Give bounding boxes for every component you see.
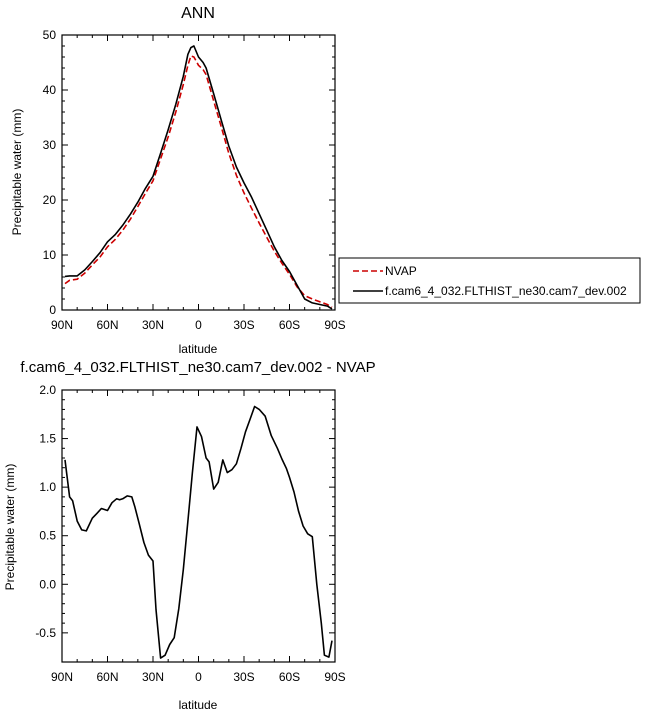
x-tick-label: 90N: [51, 318, 73, 332]
y-tick-label: 10: [43, 248, 57, 262]
x-tick-label: 0: [195, 318, 202, 332]
y-tick-label: 50: [43, 28, 57, 42]
top-x-axis-label: latitude: [179, 342, 218, 356]
x-tick-label: 30N: [142, 670, 164, 684]
x-tick-label: 30S: [233, 318, 254, 332]
top-y-axis-label: Precipitable water (mm): [10, 109, 24, 236]
y-tick-label: 0.0: [39, 577, 56, 591]
y-tick-label: 20: [43, 193, 57, 207]
top-chart-title: ANN: [181, 5, 215, 22]
legend: NVAP f.cam6_4_032.FLTHIST_ne30.cam7_dev.…: [338, 257, 641, 304]
bottom-x-ticks: 90N 60N 30N 0 30S 60S 90S: [51, 390, 346, 684]
bottom-y-ticks: -0.5 0.0 0.5 1.0 1.5 2.0: [35, 383, 335, 640]
top-x-ticks: 90N 60N 30N 0 30S 60S 90S: [51, 35, 346, 332]
bottom-chart-title: f.cam6_4_032.FLTHIST_ne30.cam7_dev.002 -…: [20, 359, 375, 376]
legend-box: [338, 257, 641, 304]
y-tick-label: 30: [43, 138, 57, 152]
y-tick-label: -0.5: [35, 626, 56, 640]
x-tick-label: 60N: [96, 318, 118, 332]
bottom-y-axis-label: Precipitable water (mm): [3, 464, 17, 591]
x-tick-label: 30N: [142, 318, 164, 332]
series-line: [64, 405, 333, 659]
y-tick-label: 0: [49, 303, 56, 317]
x-tick-label: 90S: [324, 670, 345, 684]
x-tick-label: 60N: [96, 670, 118, 684]
legend-label-nvap: NVAP: [385, 264, 417, 278]
top-panel: ANN 0 10 20 30 40 50 90N 60N 30N 0 30S 60S 90S lati…: [10, 5, 346, 356]
legend-label-model: f.cam6_4_032.FLTHIST_ne30.cam7_dev.002: [385, 284, 627, 298]
bottom-panel: f.cam6_4_032.FLTHIST_ne30.cam7_dev.002 -…: [3, 359, 376, 712]
x-tick-label: 30S: [233, 670, 254, 684]
bottom-x-axis-label: latitude: [179, 698, 218, 712]
series-line: [64, 45, 333, 310]
x-tick-label: 60S: [279, 670, 300, 684]
y-tick-label: 2.0: [39, 383, 56, 397]
top-y-ticks: 0 10 20 30 40 50: [43, 28, 335, 317]
top-plot-frame: [61, 34, 336, 311]
x-tick-label: 90S: [324, 318, 345, 332]
x-tick-label: 0: [195, 670, 202, 684]
y-tick-label: 40: [43, 83, 57, 97]
y-tick-label: 1.0: [39, 480, 56, 494]
bottom-series-lines: [64, 405, 333, 659]
series-line: [64, 55, 333, 308]
x-tick-label: 60S: [279, 318, 300, 332]
x-tick-label: 90N: [51, 670, 73, 684]
y-tick-label: 1.5: [39, 432, 56, 446]
top-series-lines: [64, 45, 333, 310]
y-tick-label: 0.5: [39, 529, 56, 543]
